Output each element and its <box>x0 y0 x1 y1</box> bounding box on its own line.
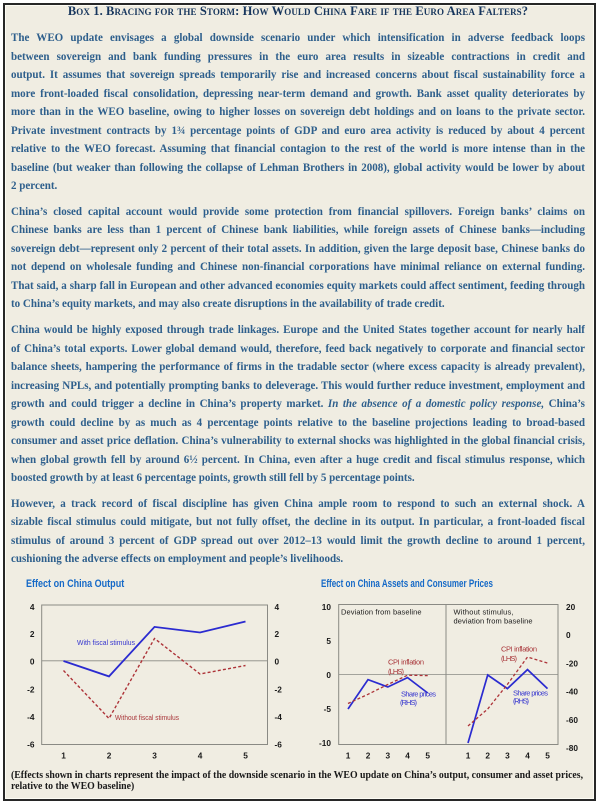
svg-text:5: 5 <box>545 751 550 761</box>
svg-text:4: 4 <box>525 751 530 761</box>
svg-text:-4: -4 <box>275 712 283 722</box>
svg-text:(RHS): (RHS) <box>513 697 530 706</box>
svg-text:2: 2 <box>107 751 112 761</box>
svg-text:0: 0 <box>566 630 571 640</box>
svg-text:-6: -6 <box>275 740 283 750</box>
svg-text:5: 5 <box>425 751 430 761</box>
svg-text:10: 10 <box>322 602 332 612</box>
svg-text:5: 5 <box>326 636 331 646</box>
svg-text:2: 2 <box>485 751 490 761</box>
svg-text:Without stimulus,: Without stimulus, <box>454 607 514 616</box>
svg-text:-4: -4 <box>27 712 35 722</box>
svg-text:-60: -60 <box>566 715 578 725</box>
svg-text:-5: -5 <box>324 704 332 714</box>
svg-text:0: 0 <box>30 657 35 667</box>
svg-text:Deviation from baseline: Deviation from baseline <box>341 607 422 616</box>
svg-text:-10: -10 <box>319 738 331 748</box>
svg-text:20: 20 <box>566 602 576 612</box>
svg-text:CPI inflation: CPI inflation <box>501 645 537 654</box>
svg-text:3: 3 <box>152 751 157 761</box>
svg-text:5: 5 <box>243 751 248 761</box>
svg-text:2: 2 <box>366 751 371 761</box>
svg-text:-2: -2 <box>275 684 283 694</box>
svg-text:1: 1 <box>61 751 66 761</box>
svg-text:4: 4 <box>198 751 203 761</box>
svg-text:1: 1 <box>466 751 471 761</box>
svg-text:0: 0 <box>326 670 331 680</box>
svg-text:(LHS): (LHS) <box>388 667 405 676</box>
svg-text:-40: -40 <box>566 687 578 697</box>
svg-text:-6: -6 <box>27 740 35 750</box>
svg-text:(LHS): (LHS) <box>501 654 518 663</box>
svg-text:1: 1 <box>346 751 351 761</box>
svg-text:With fiscal stimulus: With fiscal stimulus <box>77 638 135 647</box>
svg-text:0: 0 <box>275 657 280 667</box>
svg-text:4: 4 <box>405 751 410 761</box>
svg-text:Share prices: Share prices <box>513 689 548 698</box>
svg-text:3: 3 <box>505 751 510 761</box>
svg-text:2: 2 <box>30 629 35 639</box>
svg-text:-2: -2 <box>27 684 35 694</box>
svg-text:(RHS): (RHS) <box>400 698 418 707</box>
svg-text:3: 3 <box>385 751 390 761</box>
svg-text:-80: -80 <box>566 743 578 753</box>
svg-text:2: 2 <box>275 629 280 639</box>
svg-text:-20: -20 <box>566 658 578 668</box>
svg-text:4: 4 <box>30 602 35 612</box>
svg-text:deviation from baseline: deviation from baseline <box>454 617 533 626</box>
svg-text:CPI inflation: CPI inflation <box>388 658 424 667</box>
svg-text:Without fiscal stimulus: Without fiscal stimulus <box>115 713 179 722</box>
svg-text:4: 4 <box>275 602 280 612</box>
svg-text:Share prices: Share prices <box>401 690 436 699</box>
